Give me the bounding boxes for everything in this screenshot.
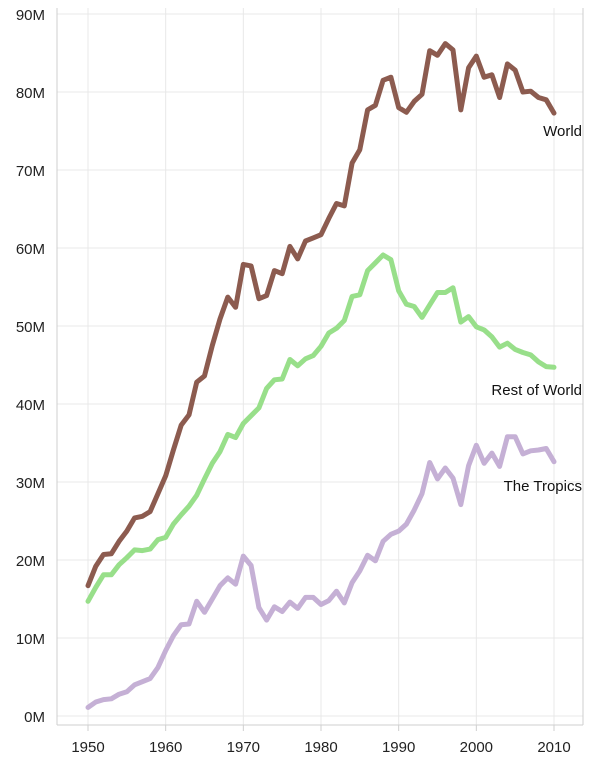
x-axis-tick-labels: 1950 1960 1970 1980 1990 2000 2010 bbox=[71, 739, 570, 756]
y-tick-label: 20M bbox=[16, 553, 45, 570]
series-label-world: World bbox=[543, 123, 582, 140]
x-tick-label: 1960 bbox=[149, 739, 182, 756]
x-tick-label: 1970 bbox=[227, 739, 260, 756]
x-tick-label: 1950 bbox=[71, 739, 104, 756]
series-lines bbox=[85, 41, 557, 710]
x-tick-label: 2000 bbox=[460, 739, 493, 756]
grid-lines bbox=[57, 8, 583, 725]
y-tick-label: 70M bbox=[16, 163, 45, 180]
x-tick-label: 1990 bbox=[382, 739, 415, 756]
x-tick-label: 2010 bbox=[537, 739, 570, 756]
y-tick-label: 50M bbox=[16, 319, 45, 336]
series-label-rest-of-world: Rest of World bbox=[491, 382, 582, 399]
y-tick-label: 80M bbox=[16, 85, 45, 102]
y-tick-label: 40M bbox=[16, 397, 45, 414]
axes bbox=[56, 8, 584, 731]
y-tick-label: 10M bbox=[16, 631, 45, 648]
y-axis-tick-labels: 0M 10M 20M 30M 40M 50M 60M 70M 80M 90M bbox=[16, 7, 45, 726]
series-line-the-tropics bbox=[85, 434, 557, 710]
y-tick-label: 30M bbox=[16, 475, 45, 492]
series-label-the-tropics: The Tropics bbox=[504, 478, 582, 495]
x-tick-label: 1980 bbox=[304, 739, 337, 756]
y-tick-label: 90M bbox=[16, 7, 45, 24]
series-labels: World Rest of World The Tropics bbox=[491, 123, 582, 495]
y-tick-label: 0M bbox=[24, 709, 45, 726]
y-tick-label: 60M bbox=[16, 241, 45, 258]
series-line-rest-of-world bbox=[85, 252, 557, 604]
series-line-world bbox=[85, 41, 557, 589]
